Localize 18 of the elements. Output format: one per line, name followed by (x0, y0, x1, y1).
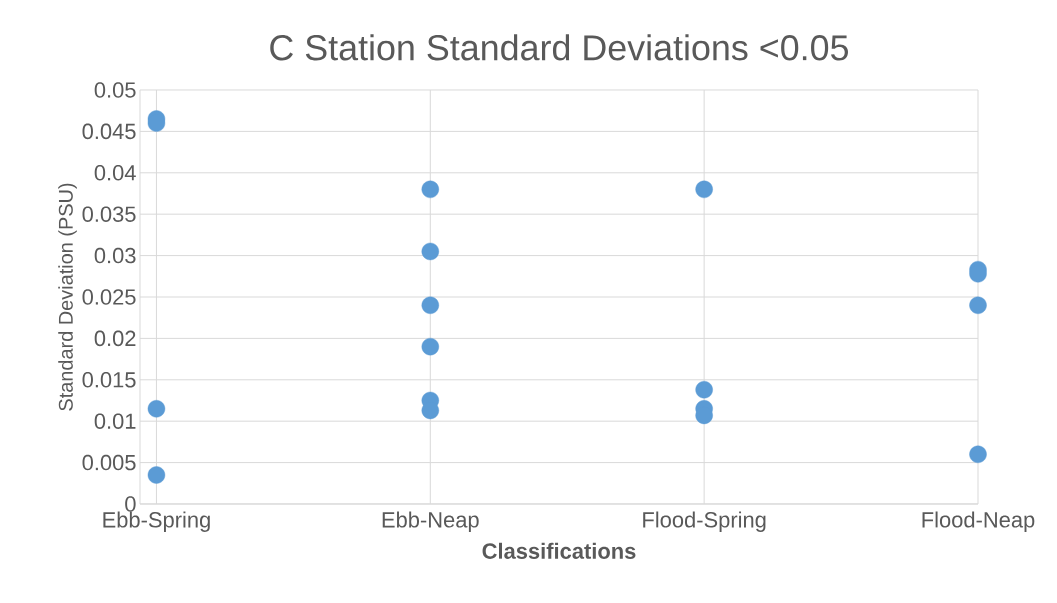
y-tick-label: 0 (125, 496, 136, 512)
x-tick-label: Flood-Spring (643, 511, 766, 532)
y-tick-label: 0.035 (82, 206, 136, 222)
x-axis-title: Classifications (482, 542, 636, 559)
y-tick-label: 0.015 (82, 372, 136, 388)
y-tick-label: 0.02 (94, 330, 136, 347)
x-tick-label: Ebb-Spring (103, 511, 210, 532)
y-tick-label: 0.04 (94, 165, 136, 181)
y-tick-label: 0.05 (94, 82, 136, 98)
y-axis-title: Standard Deviation (PSU) (58, 183, 77, 411)
chart-title: C Station Standard Deviations <0.05 (270, 34, 848, 61)
x-tick-label: Flood-Neap (922, 511, 1035, 532)
x-tick-label: Ebb-Neap (382, 511, 479, 532)
y-tick-label: 0.005 (82, 454, 136, 471)
y-tick-label: 0.045 (82, 123, 136, 140)
y-tick-label: 0.03 (94, 247, 136, 264)
y-tick-label: 0.025 (82, 289, 136, 305)
y-tick-label: 0.01 (94, 413, 136, 429)
